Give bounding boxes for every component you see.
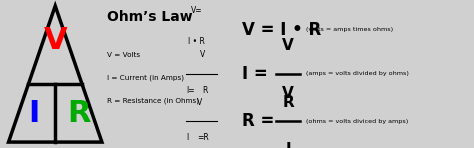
Text: (ohms = volts diviced by amps): (ohms = volts diviced by amps) <box>306 119 408 124</box>
Text: R = Resistance (in Ohms): R = Resistance (in Ohms) <box>107 97 199 104</box>
Text: V: V <box>44 26 67 55</box>
Text: V: V <box>283 86 294 101</box>
Text: R: R <box>202 86 208 95</box>
Text: I =: I = <box>242 65 273 83</box>
Text: R =: R = <box>242 112 280 130</box>
Text: I = Current (in Amps): I = Current (in Amps) <box>107 74 183 81</box>
Text: =R: =R <box>197 133 209 142</box>
Text: I: I <box>28 99 40 128</box>
Text: V: V <box>200 50 205 59</box>
Text: R: R <box>67 99 91 128</box>
Text: I: I <box>285 142 291 148</box>
Text: R: R <box>283 95 294 110</box>
Text: V=: V= <box>191 6 202 15</box>
Text: V: V <box>283 38 294 53</box>
Text: I=: I= <box>186 86 195 95</box>
Text: (amps = volts divided by ohms): (amps = volts divided by ohms) <box>306 71 409 77</box>
Text: V = I • R: V = I • R <box>242 21 321 39</box>
Text: I • R: I • R <box>188 37 205 46</box>
Text: I: I <box>186 133 189 142</box>
Text: (volts = amps times ohms): (volts = amps times ohms) <box>306 27 393 32</box>
Text: Ohm’s Law: Ohm’s Law <box>107 10 192 24</box>
Text: V: V <box>196 98 202 107</box>
Text: V = Volts: V = Volts <box>107 52 140 58</box>
